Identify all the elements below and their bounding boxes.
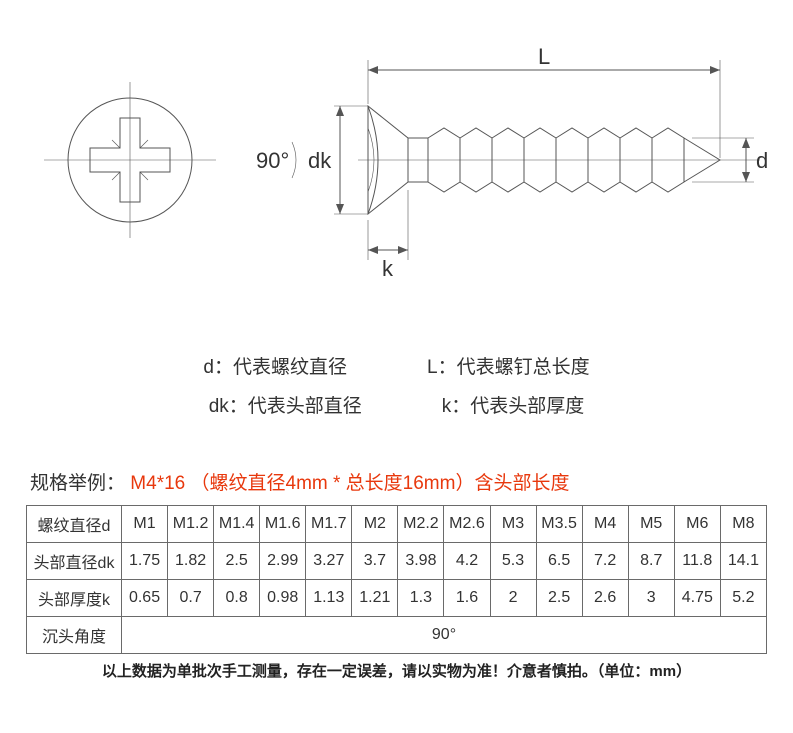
table-cell: 2.99 — [260, 543, 306, 580]
table-cell: 2 — [490, 580, 536, 617]
legend-area: d：代表螺纹直径 L：代表螺钉总长度 dk：代表头部直径 k：代表头部厚度 — [0, 320, 793, 460]
col-header: M5 — [628, 506, 674, 543]
row-header: 头部直径dk — [27, 543, 122, 580]
col-header: M8 — [720, 506, 766, 543]
legend-d: d：代表螺纹直径 — [203, 352, 347, 379]
col-header: M3.5 — [536, 506, 582, 543]
row-header-d: 螺纹直径d — [27, 506, 122, 543]
col-header: M1 — [122, 506, 168, 543]
table-cell: 3.98 — [398, 543, 444, 580]
table-cell: 3.7 — [352, 543, 398, 580]
table-cell: 1.75 — [122, 543, 168, 580]
table-cell: 7.2 — [582, 543, 628, 580]
table-cell: 8.7 — [628, 543, 674, 580]
top-view — [44, 82, 216, 238]
angle-label: 90° — [256, 148, 289, 173]
col-header: M1.4 — [214, 506, 260, 543]
table-cell: 4.75 — [674, 580, 720, 617]
table-cell: 0.98 — [260, 580, 306, 617]
col-header: M4 — [582, 506, 628, 543]
dk-label: dk — [308, 148, 332, 173]
screw-diagram: dk 90° — [0, 50, 793, 310]
legend-k: k：代表头部厚度 — [442, 391, 585, 418]
spec-table: 螺纹直径dM1M1.2M1.4M1.6M1.7M2M2.2M2.6M3M3.5M… — [26, 505, 767, 654]
col-header: M6 — [674, 506, 720, 543]
col-header: M1.2 — [168, 506, 214, 543]
col-header: M3 — [490, 506, 536, 543]
table-cell: 4.2 — [444, 543, 490, 580]
table-cell: 1.13 — [306, 580, 352, 617]
col-header: M1.6 — [260, 506, 306, 543]
side-view: dk 90° — [256, 44, 768, 281]
table-cell: 2.5 — [214, 543, 260, 580]
legend-L: L：代表螺钉总长度 — [427, 352, 590, 379]
d-label: d — [756, 148, 768, 173]
table-cell: 2.6 — [582, 580, 628, 617]
table-cell: 14.1 — [720, 543, 766, 580]
table-cell: 0.7 — [168, 580, 214, 617]
example-value: M4*16 （螺纹直径4mm * 总长度16mm）含头部长度 — [130, 473, 569, 494]
footnote: 以上数据为单批次手工测量，存在一定误差，请以实物为准！介意者慎拍。（单位：mm） — [0, 654, 793, 687]
col-header: M1.7 — [306, 506, 352, 543]
L-label: L — [538, 44, 550, 69]
table-cell: 5.3 — [490, 543, 536, 580]
col-header: M2.2 — [398, 506, 444, 543]
table-cell: 1.21 — [352, 580, 398, 617]
k-label: k — [382, 256, 394, 281]
diagram-area: dk 90° — [0, 0, 793, 320]
example-row: 规格举例： M4*16 （螺纹直径4mm * 总长度16mm）含头部长度 — [0, 460, 793, 505]
table-cell: 3.27 — [306, 543, 352, 580]
col-header: M2.6 — [444, 506, 490, 543]
table-cell: 1.82 — [168, 543, 214, 580]
col-header: M2 — [352, 506, 398, 543]
table-cell: 6.5 — [536, 543, 582, 580]
example-label: 规格举例： — [30, 473, 125, 494]
legend-dk: dk：代表头部直径 — [209, 391, 362, 418]
table-cell: 1.6 — [444, 580, 490, 617]
table-cell: 1.3 — [398, 580, 444, 617]
table-cell: 11.8 — [674, 543, 720, 580]
table-cell: 3 — [628, 580, 674, 617]
spec-table-area: 螺纹直径dM1M1.2M1.4M1.6M1.7M2M2.2M2.6M3M3.5M… — [0, 505, 793, 654]
angle-cell: 90° — [122, 617, 767, 654]
table-cell: 5.2 — [720, 580, 766, 617]
table-cell: 0.8 — [214, 580, 260, 617]
table-cell: 0.65 — [122, 580, 168, 617]
row-header: 头部厚度k — [27, 580, 122, 617]
row-header-angle: 沉头角度 — [27, 617, 122, 654]
table-cell: 2.5 — [536, 580, 582, 617]
